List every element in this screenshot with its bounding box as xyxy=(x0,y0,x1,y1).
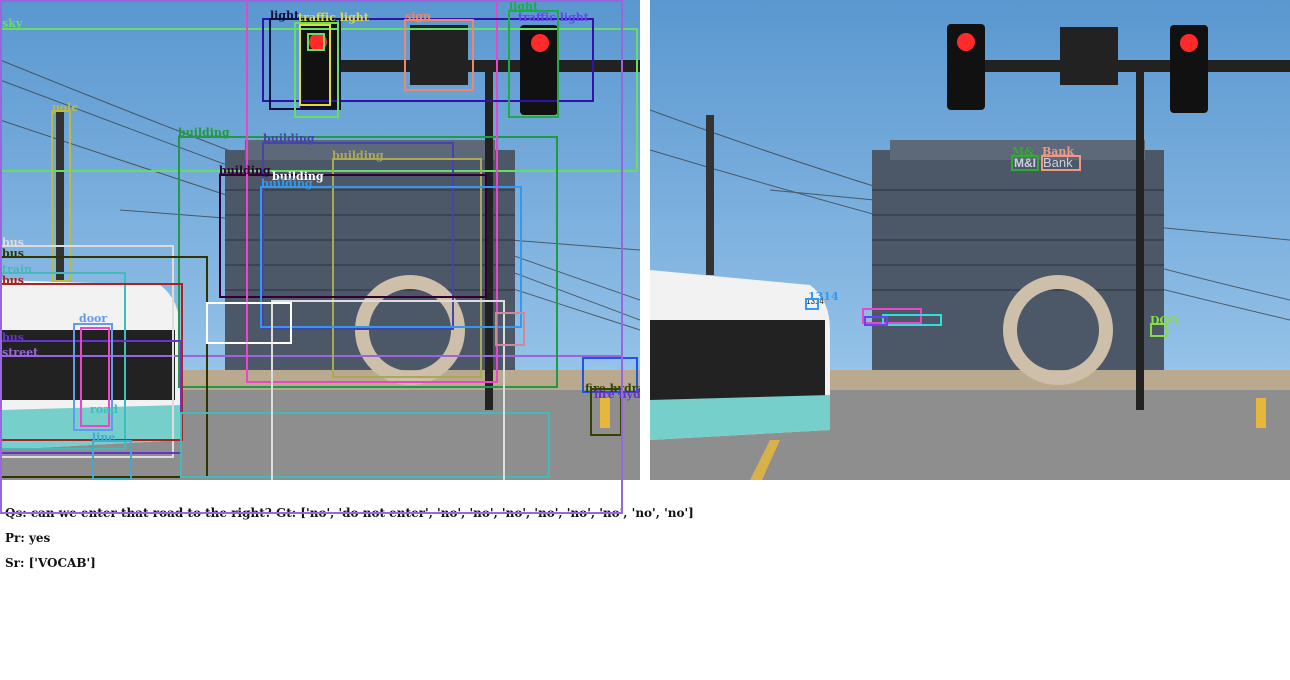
label-fire-hydrant-2: fire hydrant xyxy=(594,388,640,401)
box-building-5 xyxy=(260,186,522,328)
label-train: train xyxy=(2,263,33,276)
box-door-2 xyxy=(80,327,110,427)
ocr-label-door: DOO xyxy=(1150,314,1179,327)
prediction: Pr: yes xyxy=(5,531,51,545)
annotated-scene-panel: sky light traffic light sign light traff… xyxy=(0,0,640,480)
ocr-box-bus-number xyxy=(805,298,819,310)
ocr-box-billboard-1 xyxy=(862,308,922,324)
label-traffic-light-2: traffic light xyxy=(518,11,589,24)
label-bus-2: bus xyxy=(2,247,24,260)
label-building-6: building xyxy=(261,177,313,190)
box-small-sign xyxy=(495,312,525,346)
ocr-scene-panel: Bank M&I 1314 M& Bank 1314 DOO xyxy=(650,0,1290,480)
label-traffic-light-1: traffic light xyxy=(298,11,369,24)
label-building-1: building xyxy=(178,126,230,139)
box-light-1 xyxy=(269,18,341,110)
ocr-label-mi: M& xyxy=(1012,145,1035,158)
label-building-5: building xyxy=(272,170,324,183)
label-door: door xyxy=(79,312,108,325)
label-street: street xyxy=(2,346,39,359)
ocr-box-billboard-2 xyxy=(882,314,942,326)
box-building-3 xyxy=(332,158,482,378)
box-road xyxy=(180,412,550,478)
ocr-box-bank xyxy=(1041,155,1081,171)
label-road: road xyxy=(90,403,118,416)
label-sign: sign xyxy=(405,10,432,23)
label-building-4: building xyxy=(219,164,271,177)
label-fire-hydrant-1: fire hydrant xyxy=(585,382,640,395)
label-bus-1: bus xyxy=(2,236,24,249)
box-pole xyxy=(51,110,71,282)
box-line xyxy=(92,440,132,480)
box-sign xyxy=(404,19,474,91)
box-building-1 xyxy=(178,136,558,388)
label-bus-4: bus xyxy=(2,331,24,344)
box-billboard xyxy=(206,302,292,344)
box-fire-hydrant xyxy=(582,357,638,393)
street-scene-right: Bank M&I 1314 xyxy=(650,0,1290,480)
street-scene-left xyxy=(0,0,640,480)
label-building-2: building xyxy=(263,132,315,145)
box-traffic-light-1b xyxy=(299,24,331,106)
label-light-1: light xyxy=(270,9,300,22)
question-ground-truth: Qs: can we enter that road to the right?… xyxy=(5,506,694,520)
box-building-2 xyxy=(262,142,454,330)
ocr-box-billboard-3 xyxy=(864,316,888,326)
label-line: line xyxy=(92,431,116,444)
box-traffic-light-1 xyxy=(294,22,339,118)
label-pole: pole xyxy=(52,101,79,114)
label-building-3: building xyxy=(332,149,384,162)
box-road-2 xyxy=(271,300,505,480)
bank-sign-text: Bank xyxy=(1043,155,1073,170)
ocr-label-bank: Bank xyxy=(1042,145,1075,158)
prediction-source: Sr: ['VOCAB'] xyxy=(5,556,96,570)
label-bus-3: bus xyxy=(2,274,24,287)
bus-number-text: 1314 xyxy=(806,297,824,306)
box-door-1 xyxy=(73,323,113,431)
bank-logo-text: M&I xyxy=(1014,156,1036,170)
ocr-box-mi xyxy=(1011,155,1039,171)
ocr-box-door xyxy=(1150,323,1168,337)
box-building-4 xyxy=(219,174,487,298)
box-traffic-light-1c xyxy=(307,33,325,51)
label-light-2: light xyxy=(509,0,539,13)
box-light-2 xyxy=(508,10,559,118)
ocr-label-bus-number: 1314 xyxy=(808,290,839,303)
label-sky: sky xyxy=(2,17,23,30)
